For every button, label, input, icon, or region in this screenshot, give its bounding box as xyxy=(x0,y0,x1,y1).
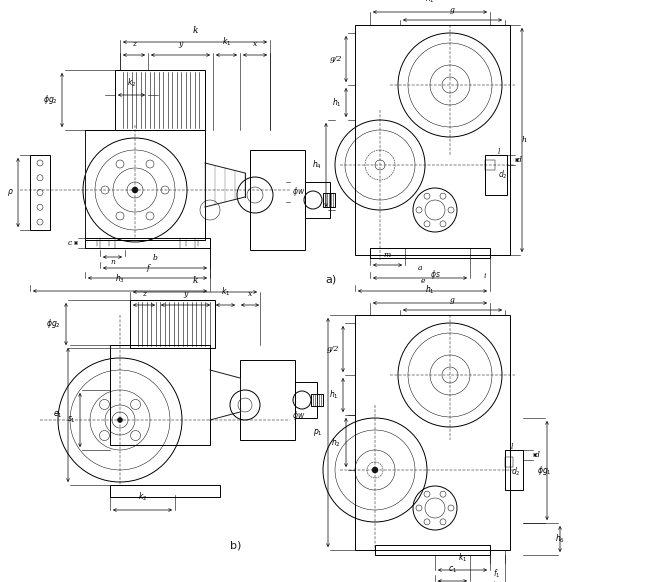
Bar xyxy=(115,70,205,130)
Text: y: y xyxy=(178,40,183,48)
Text: m: m xyxy=(384,251,391,259)
Bar xyxy=(375,545,490,555)
Text: $d_2$: $d_2$ xyxy=(498,169,508,181)
Circle shape xyxy=(132,187,138,193)
Bar xyxy=(311,394,323,406)
Text: $s_1$: $s_1$ xyxy=(67,415,76,425)
Text: $k_1$: $k_1$ xyxy=(458,552,467,564)
Text: h: h xyxy=(522,136,527,144)
Text: $h_1$: $h_1$ xyxy=(425,283,435,296)
Text: k: k xyxy=(192,26,198,35)
Text: y: y xyxy=(183,290,188,298)
Text: g/2: g/2 xyxy=(330,55,342,63)
Text: $h_3$: $h_3$ xyxy=(115,272,125,285)
Bar xyxy=(323,193,335,207)
Text: d: d xyxy=(517,156,522,164)
Text: a: a xyxy=(418,264,422,272)
Text: $\phi g_2$: $\phi g_2$ xyxy=(46,318,61,331)
Text: x: x xyxy=(253,40,257,48)
Circle shape xyxy=(118,417,122,423)
Text: c: c xyxy=(68,239,72,247)
Bar xyxy=(85,238,210,248)
Text: q: q xyxy=(435,579,440,582)
Text: $\rho$: $\rho$ xyxy=(7,187,14,198)
Text: $p_1$: $p_1$ xyxy=(313,427,323,438)
Text: g/2: g/2 xyxy=(326,345,339,353)
Text: $d_2$: $d_2$ xyxy=(511,466,521,478)
Text: d: d xyxy=(535,451,540,459)
Text: b): b) xyxy=(230,540,241,550)
Text: $h_6$: $h_6$ xyxy=(555,533,565,545)
Bar xyxy=(30,155,50,230)
Bar xyxy=(110,345,210,445)
Bar xyxy=(355,315,510,550)
Text: $k_2$: $k_2$ xyxy=(127,76,136,89)
Text: $\phi s$: $\phi s$ xyxy=(430,268,441,281)
Text: $k_2$: $k_2$ xyxy=(138,491,147,503)
Bar xyxy=(370,248,490,258)
Text: a): a) xyxy=(325,275,336,285)
Bar xyxy=(485,160,495,170)
Bar xyxy=(250,150,305,250)
Bar xyxy=(110,485,220,497)
Text: $h_4$: $h_4$ xyxy=(312,159,322,171)
Text: l: l xyxy=(498,148,501,156)
Text: $f_1$: $f_1$ xyxy=(493,567,501,580)
Text: k: k xyxy=(192,276,198,285)
Text: $i_1$: $i_1$ xyxy=(491,580,499,582)
Text: $\phi w$: $\phi w$ xyxy=(292,409,306,421)
Text: $k_1$: $k_1$ xyxy=(222,36,231,48)
Text: z: z xyxy=(142,290,146,298)
Text: e: e xyxy=(421,277,424,285)
Bar xyxy=(485,155,507,195)
Text: b: b xyxy=(153,254,157,262)
Text: $\phi g_2$: $\phi g_2$ xyxy=(44,94,58,107)
Text: g: g xyxy=(450,296,455,304)
Bar xyxy=(240,360,295,440)
Bar xyxy=(85,130,205,240)
Text: $c_1$: $c_1$ xyxy=(448,565,457,575)
Text: f: f xyxy=(146,264,149,272)
Bar xyxy=(505,450,523,490)
Text: g: g xyxy=(450,6,455,14)
Text: n: n xyxy=(111,258,116,266)
Bar xyxy=(305,182,330,218)
Text: $\phi g_1$: $\phi g_1$ xyxy=(538,464,552,477)
Text: $h_1$: $h_1$ xyxy=(332,96,342,109)
Bar xyxy=(130,300,215,348)
Circle shape xyxy=(372,467,378,473)
Bar xyxy=(355,25,510,255)
Text: $h_1$: $h_1$ xyxy=(330,389,339,401)
Text: x: x xyxy=(248,290,252,298)
Text: $h_2$: $h_2$ xyxy=(332,436,341,449)
Text: $e_1$: $e_1$ xyxy=(53,410,63,420)
Text: z: z xyxy=(132,40,136,48)
Text: $\phi w$: $\phi w$ xyxy=(292,186,306,198)
Text: $h_1$: $h_1$ xyxy=(425,0,435,5)
Text: $k_1$: $k_1$ xyxy=(221,286,230,298)
Text: l: l xyxy=(511,443,514,451)
Bar xyxy=(505,457,513,467)
Text: i: i xyxy=(484,272,486,280)
Bar xyxy=(295,382,317,418)
